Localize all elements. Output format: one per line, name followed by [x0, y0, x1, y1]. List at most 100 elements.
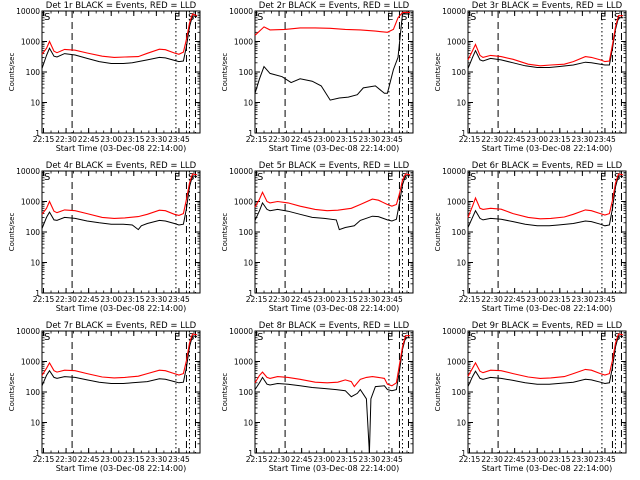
flag-marker-s: S [470, 172, 476, 183]
x-tick-label: 23:30 [146, 455, 168, 464]
y-tick-label: 1 [248, 449, 253, 458]
flag-marker-e: E [174, 332, 180, 343]
flag-marker-e: E [387, 12, 393, 23]
y-tick-label: 10 [456, 99, 466, 108]
x-tick-label: 22:15 [246, 295, 268, 304]
x-axis-label: Start Time (03-Dec-08 22:14:00) [482, 144, 613, 153]
y-axis-label: Counts/sec [8, 213, 16, 252]
x-tick-label: 22:45 [78, 455, 100, 464]
chart-title: Det 7r BLACK = Events, RED = LLD [46, 321, 197, 331]
x-tick-label: 22:15 [33, 455, 55, 464]
y-tick-label: 10000 [442, 7, 466, 16]
x-tick-label: 23:45 [168, 135, 190, 144]
chart-title: Det 2r BLACK = Events, RED = LLD [259, 1, 410, 11]
x-tick-label: 23:30 [146, 135, 168, 144]
y-tick-label: 1000 [21, 38, 40, 47]
x-tick-label: 23:45 [594, 455, 616, 464]
x-tick-label: 23:30 [359, 455, 381, 464]
flag-marker-e: E [174, 12, 180, 23]
lld-series-line [467, 333, 624, 379]
x-tick-label: 23:00 [313, 295, 335, 304]
x-tick-label: 23:30 [572, 455, 594, 464]
x-tick-label: 23:00 [100, 135, 122, 144]
y-tick-label: 10 [456, 419, 466, 428]
y-tick-label: 1 [35, 289, 40, 298]
y-tick-label: 10000 [229, 7, 253, 16]
x-axis-label: Start Time (03-Dec-08 22:14:00) [56, 464, 187, 473]
x-tick-label: 23:15 [336, 295, 358, 304]
y-tick-label: 10 [30, 419, 40, 428]
x-tick-label: 22:45 [504, 295, 526, 304]
events-series-line [467, 175, 624, 228]
x-tick-label: 23:30 [572, 295, 594, 304]
x-tick-label: 22:30 [55, 455, 77, 464]
y-tick-label: 100 [26, 388, 41, 397]
chart-panel-8: Det 8r BLACK = Events, RED = LLD 1 10 100 10… [221, 321, 414, 473]
y-tick-label: 1000 [447, 198, 466, 207]
chart-panel-4: Det 4r BLACK = Events, RED = LLD 1 10 100 10… [8, 161, 201, 313]
y-tick-label: 1 [35, 129, 40, 138]
y-tick-label: 100 [26, 228, 41, 237]
y-axis-label: Counts/sec [434, 213, 442, 252]
flag-marker-s: S [44, 172, 50, 183]
lld-series-line [41, 333, 198, 379]
y-tick-label: 10000 [442, 167, 466, 176]
x-tick-label: 23:45 [168, 295, 190, 304]
events-series-line [41, 335, 198, 386]
y-axis-label: Counts/sec [221, 213, 229, 252]
chart-panel-5: Det 5r BLACK = Events, RED = LLD 1 10 100 10… [221, 161, 414, 313]
flag-marker-e: E [387, 172, 393, 183]
events-series-line [41, 15, 198, 69]
chart-panel-1: Det 1r BLACK = Events, RED = LLD 1 10 100 10… [8, 1, 201, 153]
y-tick-label: 1000 [21, 198, 40, 207]
y-axis-label: Counts/sec [221, 53, 229, 92]
x-axis-label: Start Time (03-Dec-08 22:14:00) [269, 464, 400, 473]
y-tick-label: 1 [461, 289, 466, 298]
x-axis-label: Start Time (03-Dec-08 22:14:00) [56, 304, 187, 313]
x-tick-label: 23:45 [594, 135, 616, 144]
x-tick-label: 23:15 [336, 135, 358, 144]
x-tick-label: 22:30 [55, 135, 77, 144]
chart-panel-3: Det 3r BLACK = Events, RED = LLD 1 10 100 10… [434, 1, 627, 153]
x-tick-label: 23:15 [123, 455, 145, 464]
chart-title: Det 8r BLACK = Events, RED = LLD [259, 321, 410, 331]
y-axis-label: Counts/sec [221, 373, 229, 412]
x-tick-label: 23:30 [359, 295, 381, 304]
y-tick-label: 10000 [229, 327, 253, 336]
flag-marker-e: E [600, 172, 606, 183]
chart-title: Det 9r BLACK = Events, RED = LLD [472, 321, 623, 331]
events-series-line [41, 175, 198, 231]
lld-series-line [467, 15, 623, 67]
x-tick-label: 23:45 [594, 295, 616, 304]
y-tick-label: 10 [243, 99, 253, 108]
x-tick-label: 23:00 [526, 455, 548, 464]
x-tick-label: 22:45 [291, 295, 313, 304]
y-axis-label: Counts/sec [8, 373, 16, 412]
lld-series-line [41, 173, 198, 219]
chart-title: Det 5r BLACK = Events, RED = LLD [259, 161, 410, 171]
x-tick-label: 22:45 [504, 135, 526, 144]
flag-marker-s: S [44, 332, 50, 343]
events-series-line [467, 335, 624, 387]
x-tick-label: 22:30 [268, 455, 290, 464]
x-axis-label: Start Time (03-Dec-08 22:14:00) [269, 304, 400, 313]
flag-marker-e: E [387, 332, 393, 343]
x-tick-label: 23:15 [123, 295, 145, 304]
y-tick-label: 100 [239, 68, 254, 77]
flag-marker-s: S [257, 12, 263, 23]
chart-panel-6: Det 6r BLACK = Events, RED = LLD 1 10 100 10… [434, 161, 627, 313]
x-tick-label: 23:15 [336, 455, 358, 464]
x-tick-label: 23:30 [572, 135, 594, 144]
x-tick-label: 23:00 [100, 295, 122, 304]
chart-panel-7: Det 7r BLACK = Events, RED = LLD 1 10 100 10… [8, 321, 201, 473]
x-tick-label: 23:15 [549, 455, 571, 464]
flag-marker-s: S [44, 12, 50, 23]
y-tick-label: 10 [456, 259, 466, 268]
x-tick-label: 23:00 [313, 135, 335, 144]
x-tick-label: 22:45 [291, 455, 313, 464]
flag-marker-s: S [470, 332, 476, 343]
y-axis-label: Counts/sec [434, 53, 442, 92]
x-tick-label: 23:15 [549, 295, 571, 304]
x-tick-label: 22:45 [291, 135, 313, 144]
